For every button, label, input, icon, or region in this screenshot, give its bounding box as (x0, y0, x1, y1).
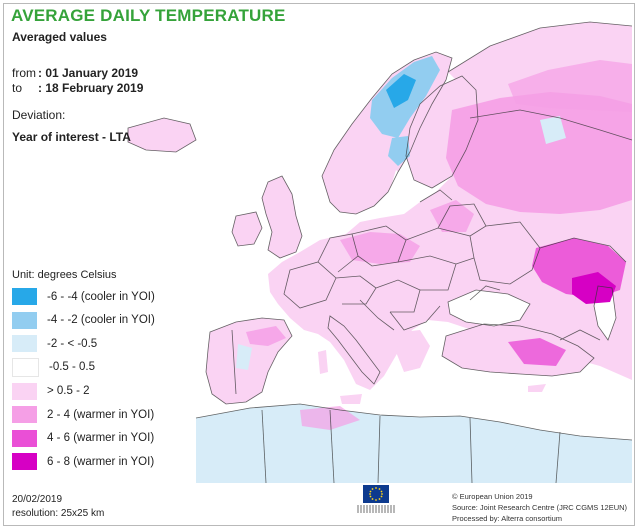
legend-label: 6 - 8 (warmer in YOI) (47, 455, 155, 468)
legend-item: -4 - -2 (cooler in YOI) (12, 311, 155, 330)
credits: © European Union 2019 Source: Joint Rese… (452, 491, 627, 524)
legend-item: 4 - 6 (warmer in YOI) (12, 428, 155, 447)
legend-label: -6 - -4 (cooler in YOI) (47, 290, 155, 303)
legend-label: -2 - < -0.5 (47, 337, 98, 350)
legend-swatch (12, 288, 37, 306)
legend-item: 6 - 8 (warmer in YOI) (12, 452, 155, 471)
legend-item: -6 - -4 (cooler in YOI) (12, 287, 155, 306)
legend-label: 2 - 4 (warmer in YOI) (47, 408, 155, 421)
period-from-label: from (12, 66, 36, 80)
comparison-label: Year of interest - LTA (12, 130, 131, 144)
period-to-label: to (12, 81, 23, 95)
country-borders (127, 21, 633, 484)
legend-swatch (12, 382, 37, 400)
legend-label: 4 - 6 (warmer in YOI) (47, 432, 155, 445)
map-title: AVERAGE DAILY TEMPERATURE (11, 6, 286, 25)
warm-anomalies (246, 60, 632, 430)
legend-label: -0.5 - 0.5 (49, 361, 96, 374)
legend-label: -4 - -2 (cooler in YOI) (47, 314, 155, 327)
legend: -6 - -4 (cooler in YOI) -4 - -2 (cooler … (12, 287, 155, 476)
period-to: to : 18 February 2019 (12, 81, 143, 95)
legend-swatch (12, 311, 37, 329)
copyright: © European Union 2019 (452, 492, 533, 501)
legend-item: -0.5 - 0.5 (12, 357, 155, 377)
legend-item: -2 - < -0.5 (12, 334, 155, 353)
legend-swatch (12, 357, 39, 377)
legend-item: 2 - 4 (warmer in YOI) (12, 405, 155, 424)
eu-flag-icon (363, 485, 389, 503)
map-subtitle: Averaged values (12, 30, 107, 44)
processed-by: Processed by: Alterra consortium (452, 514, 563, 523)
period-from: from: 01 January 2019 (12, 66, 138, 80)
deviation-label: Deviation: (12, 108, 66, 122)
issue-date: 20/02/2019 (12, 494, 63, 505)
legend-unit: Unit: degrees Celsius (12, 269, 117, 281)
legend-swatch (12, 406, 37, 424)
legend-swatch (12, 429, 37, 447)
legend-item: > 0.5 - 2 (12, 381, 155, 400)
commission-wordmark (357, 505, 395, 513)
european-commission-logo (357, 485, 395, 517)
resolution: resolution: 25x25 km (12, 508, 105, 519)
legend-swatch (12, 453, 37, 471)
legend-label: > 0.5 - 2 (47, 385, 90, 397)
cool-anomalies (236, 56, 566, 476)
period-from-value: : 01 January 2019 (38, 66, 139, 80)
source: Source: Joint Research Centre (JRC CGMS … (452, 503, 628, 512)
legend-swatch (12, 335, 37, 353)
period-to-value: : 18 February 2019 (38, 81, 144, 95)
